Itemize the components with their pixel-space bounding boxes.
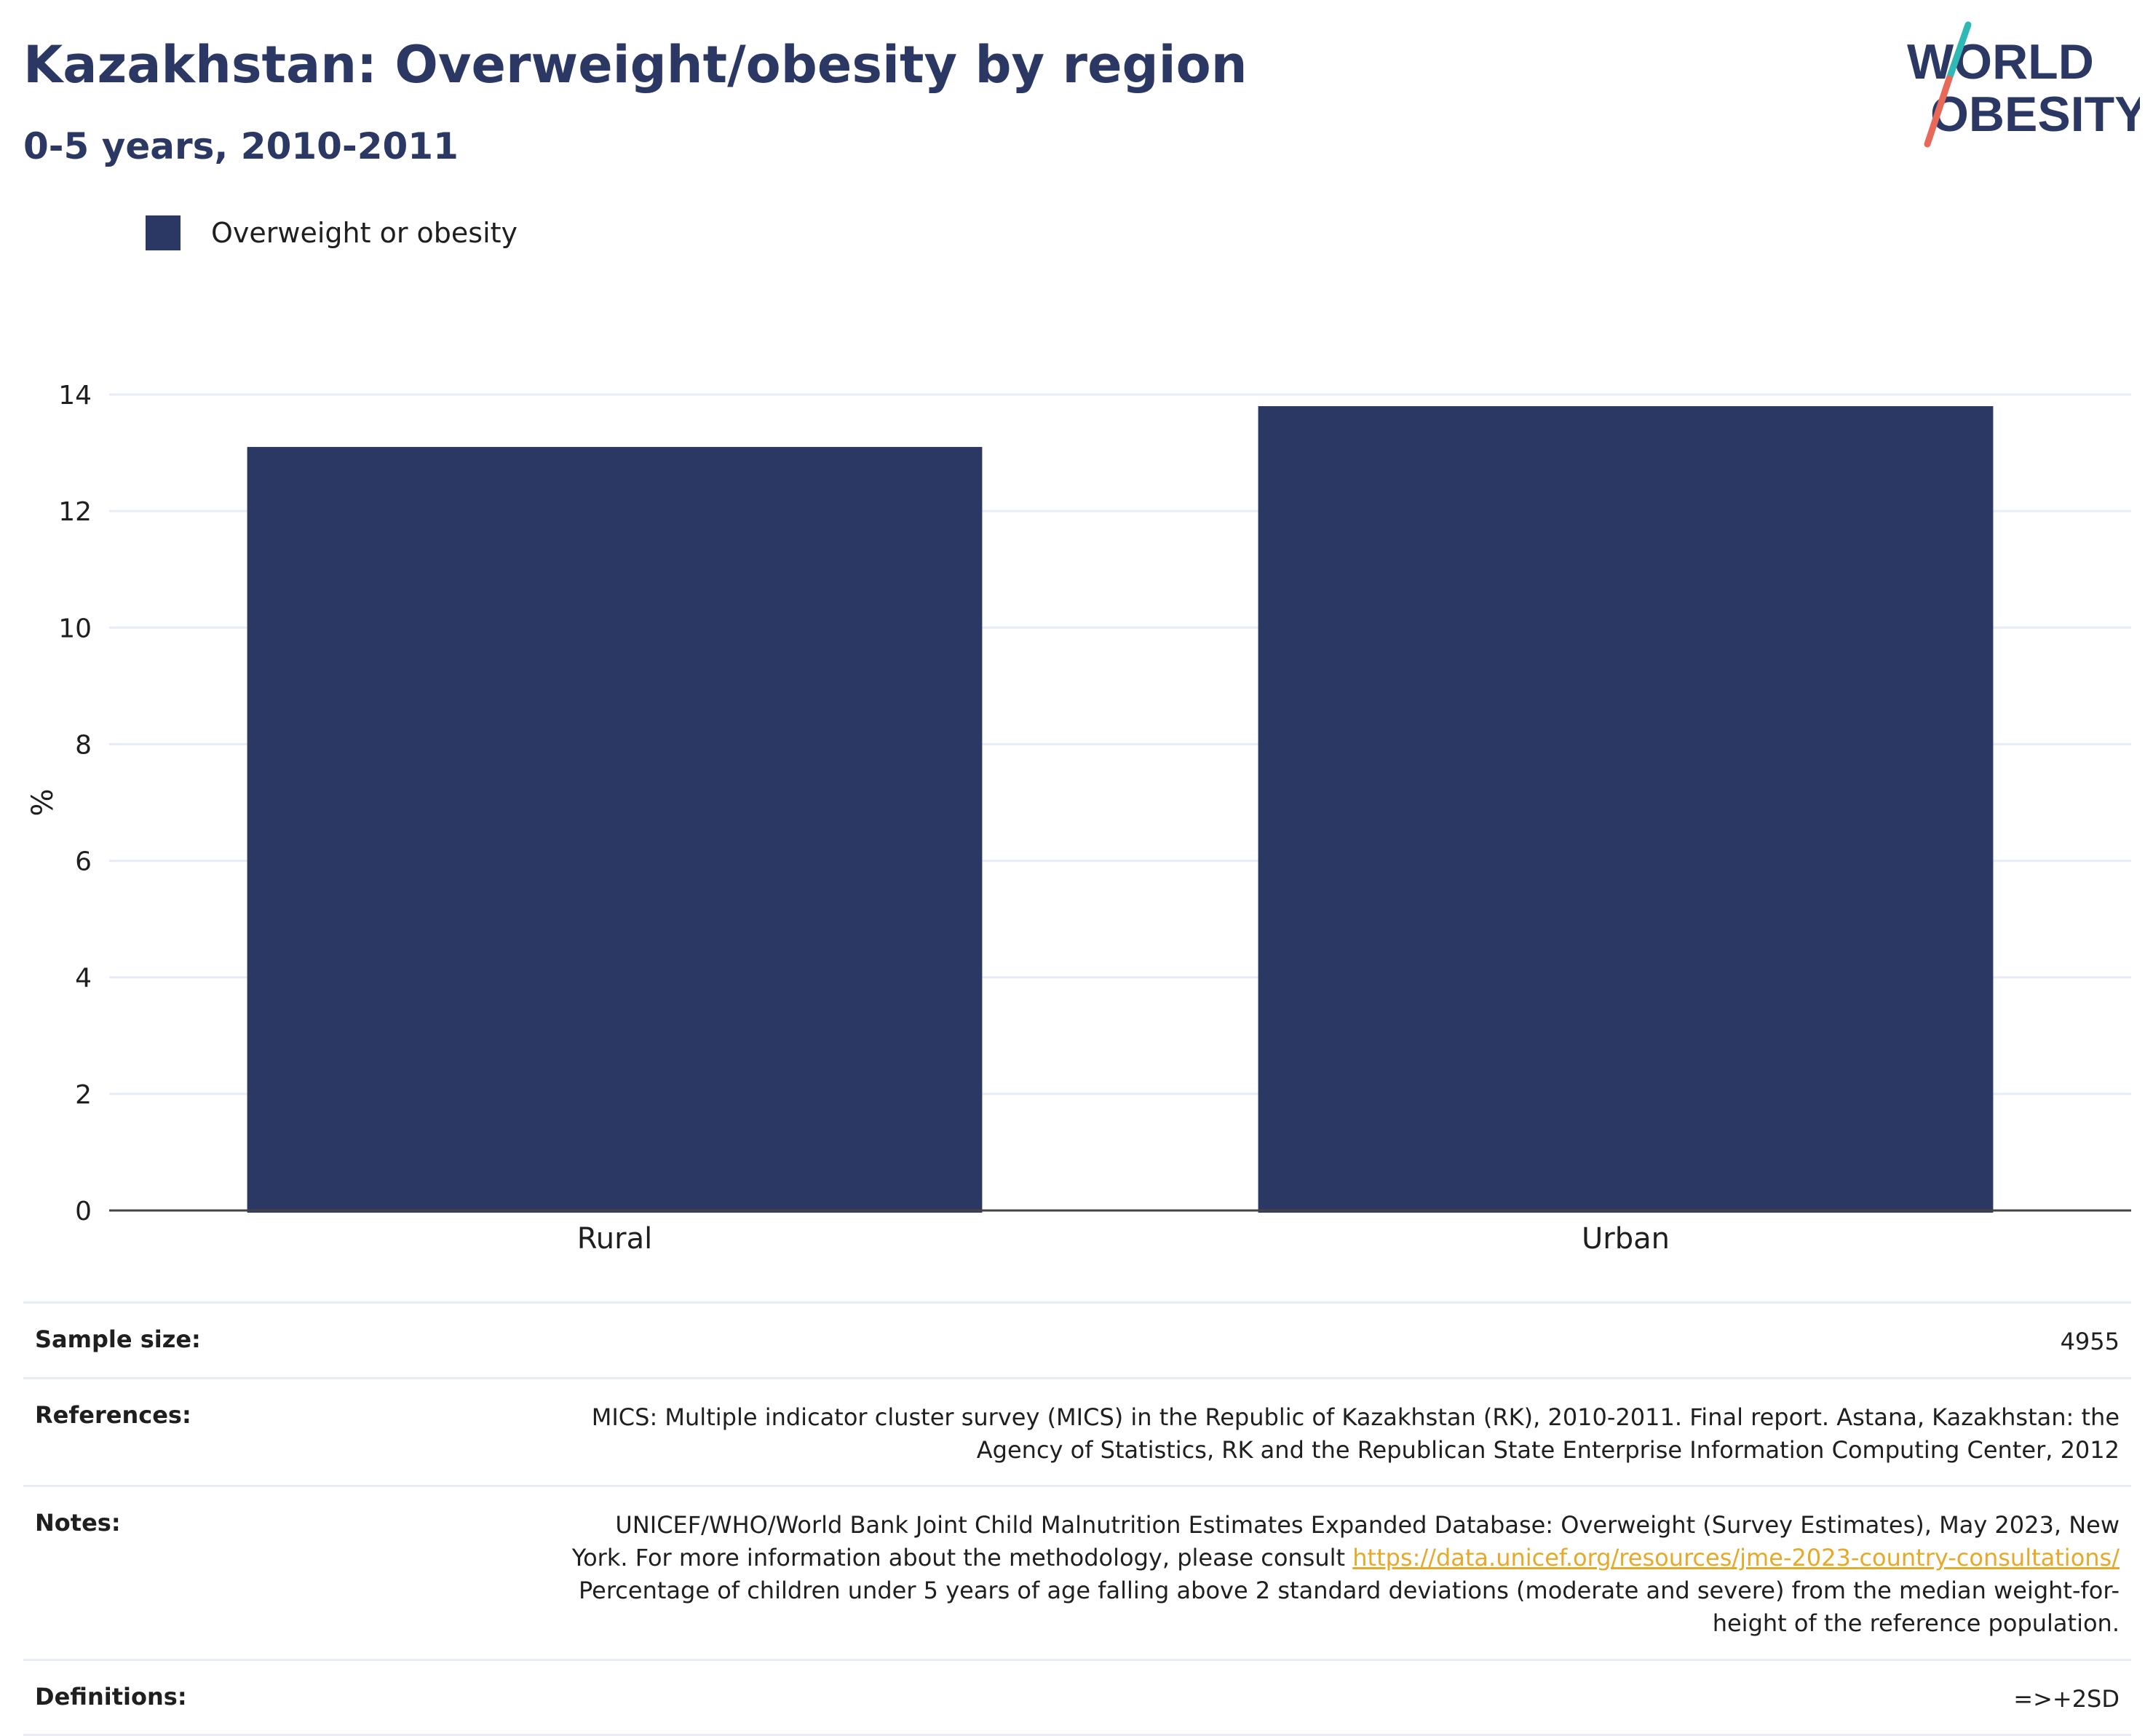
notes-link[interactable]: https://data.unicef.org/resources/jme-20… <box>1352 1544 2120 1572</box>
y-tick-label: 12 <box>58 497 92 527</box>
y-tick-label: 4 <box>75 964 92 994</box>
logo-teal-stroke <box>1946 21 1972 82</box>
chart-subtitle: 0-5 years, 2010-2011 <box>23 125 459 167</box>
legend-label: Overweight or obesity <box>211 217 518 249</box>
bar-rural <box>247 447 983 1213</box>
references-label: References: <box>35 1400 191 1429</box>
sample-size-row: Sample size: 4955 <box>23 1301 2131 1377</box>
y-tick-label: 6 <box>75 847 92 877</box>
y-tick-label: 10 <box>58 614 92 643</box>
legend-swatch <box>146 215 181 250</box>
y-tick-label: 2 <box>75 1080 92 1110</box>
y-axis-title: % <box>26 788 60 816</box>
definitions-label: Definitions: <box>35 1682 187 1711</box>
y-tick-label: 0 <box>75 1197 92 1226</box>
logo-coral-stroke <box>1924 75 1953 148</box>
y-tick-label: 8 <box>75 730 92 760</box>
chart-title: Kazakhstan: Overweight/obesity by region <box>23 35 1248 95</box>
info-table: Sample size: 4955 References: MICS: Mult… <box>23 1301 2131 1736</box>
references-value: MICS: Multiple indicator cluster survey … <box>591 1403 2120 1464</box>
y-tick-label: 14 <box>58 381 92 411</box>
notes-text-before: UNICEF/WHO/World Bank Joint Child Malnut… <box>571 1511 2120 1572</box>
definitions-value: =>+2SD <box>2013 1684 2120 1713</box>
definitions-row: Definitions: =>+2SD <box>23 1658 2131 1736</box>
references-row: References: MICS: Multiple indicator clu… <box>23 1376 2131 1486</box>
notes-row: Notes: UNICEF/WHO/World Bank Joint Child… <box>23 1485 2131 1658</box>
logo-line1: WORLD <box>1907 34 2094 90</box>
logo-line2: OBESITY <box>1930 87 2140 142</box>
notes-value: UNICEF/WHO/World Bank Joint Child Malnut… <box>555 1509 2120 1639</box>
sample-size-label: Sample size: <box>35 1325 201 1353</box>
legend: Overweight or obesity <box>146 215 518 250</box>
x-tick-label: Rural <box>577 1222 652 1256</box>
notes-label: Notes: <box>35 1509 121 1537</box>
bar-chart: 0 2 4 6 8 10 12 14% Rural Urban <box>26 381 2131 1256</box>
x-tick-label: Urban <box>1582 1222 1670 1256</box>
sample-size-value: 4955 <box>2060 1328 2120 1355</box>
world-obesity-logo: WORLD OBESITY <box>1907 21 2140 148</box>
notes-text-after: Percentage of children under 5 years of … <box>579 1576 2120 1637</box>
bar-urban <box>1258 406 1994 1213</box>
